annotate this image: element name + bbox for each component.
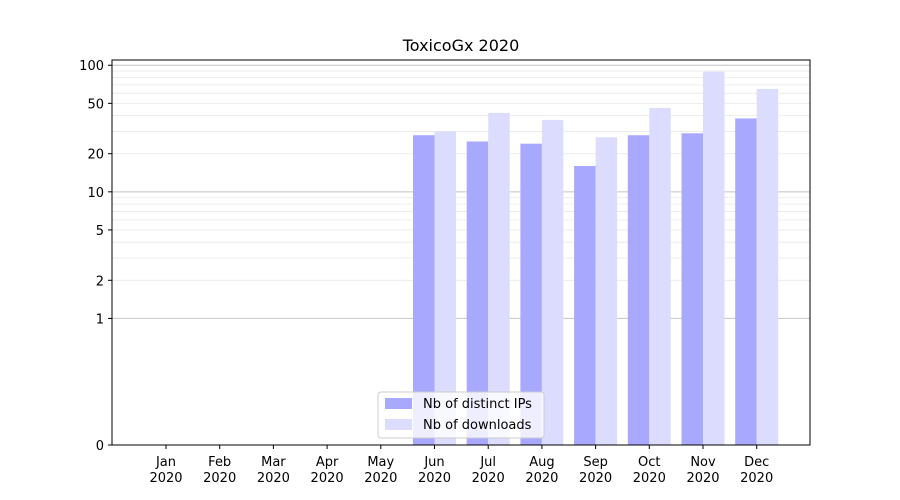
x-tick-label: Dec 2020 [740, 455, 773, 486]
x-tick-label: Oct 2020 [633, 455, 666, 486]
y-tick-label: 5 [96, 224, 104, 239]
bar-distinct-ips [413, 135, 435, 445]
bar-downloads [756, 88, 779, 445]
x-tick-label: Mar 2020 [257, 455, 290, 486]
y-tick-label: 0 [96, 439, 104, 454]
legend-label-downloads: Nb of downloads [423, 418, 532, 433]
x-tick-label: May 2020 [364, 455, 397, 486]
bar-distinct-ips [574, 165, 596, 446]
y-tick-label: 1 [96, 312, 104, 327]
x-tick-label: Jun 2020 [418, 455, 451, 486]
chart-title: ToxicoGx 2020 [402, 36, 520, 55]
x-tick-label: Apr 2020 [311, 455, 344, 486]
x-tick-label: Jul 2020 [472, 455, 505, 486]
bar-downloads [595, 137, 618, 446]
bar-downloads [649, 107, 671, 446]
bar-distinct-ips [681, 133, 703, 445]
legend: Nb of distinct IPs Nb of downloads [377, 391, 545, 439]
bar-downloads [703, 71, 725, 446]
bar-downloads [434, 131, 456, 445]
x-tick-label: Feb 2020 [203, 455, 236, 486]
y-tick-label: 50 [87, 97, 104, 112]
y-tick-label: 20 [87, 148, 104, 163]
bar-distinct-ips [520, 143, 542, 445]
y-tick-label: 10 [87, 186, 104, 201]
bar-distinct-ips [627, 135, 650, 445]
bars [413, 71, 779, 446]
x-axis: Jan 2020 Feb 2020 Mar 2020 Apr 2020 May 2020 Jun 20… [149, 445, 773, 486]
bar-downloads [488, 112, 510, 446]
plot-frame [111, 59, 811, 446]
legend-box [377, 391, 545, 439]
x-tick-label: Aug 2020 [525, 455, 558, 486]
bar-downloads [541, 119, 564, 445]
x-tick-label: Sep 2020 [579, 455, 612, 486]
x-tick-label: Jan 2020 [149, 455, 182, 486]
y-axis: 0 1 2 5 10 20 50 100 [79, 59, 112, 454]
legend-swatch-downloads [385, 419, 412, 430]
y-tick-label: 100 [79, 59, 104, 74]
legend-label-ips: Nb of distinct IPs [423, 397, 532, 412]
bar-distinct-ips [466, 141, 489, 445]
grid [112, 64, 810, 319]
x-tick-label: Nov 2020 [686, 455, 719, 486]
bar-distinct-ips [735, 118, 757, 445]
y-tick-label: 2 [96, 274, 104, 289]
legend-swatch-ips [385, 398, 412, 409]
